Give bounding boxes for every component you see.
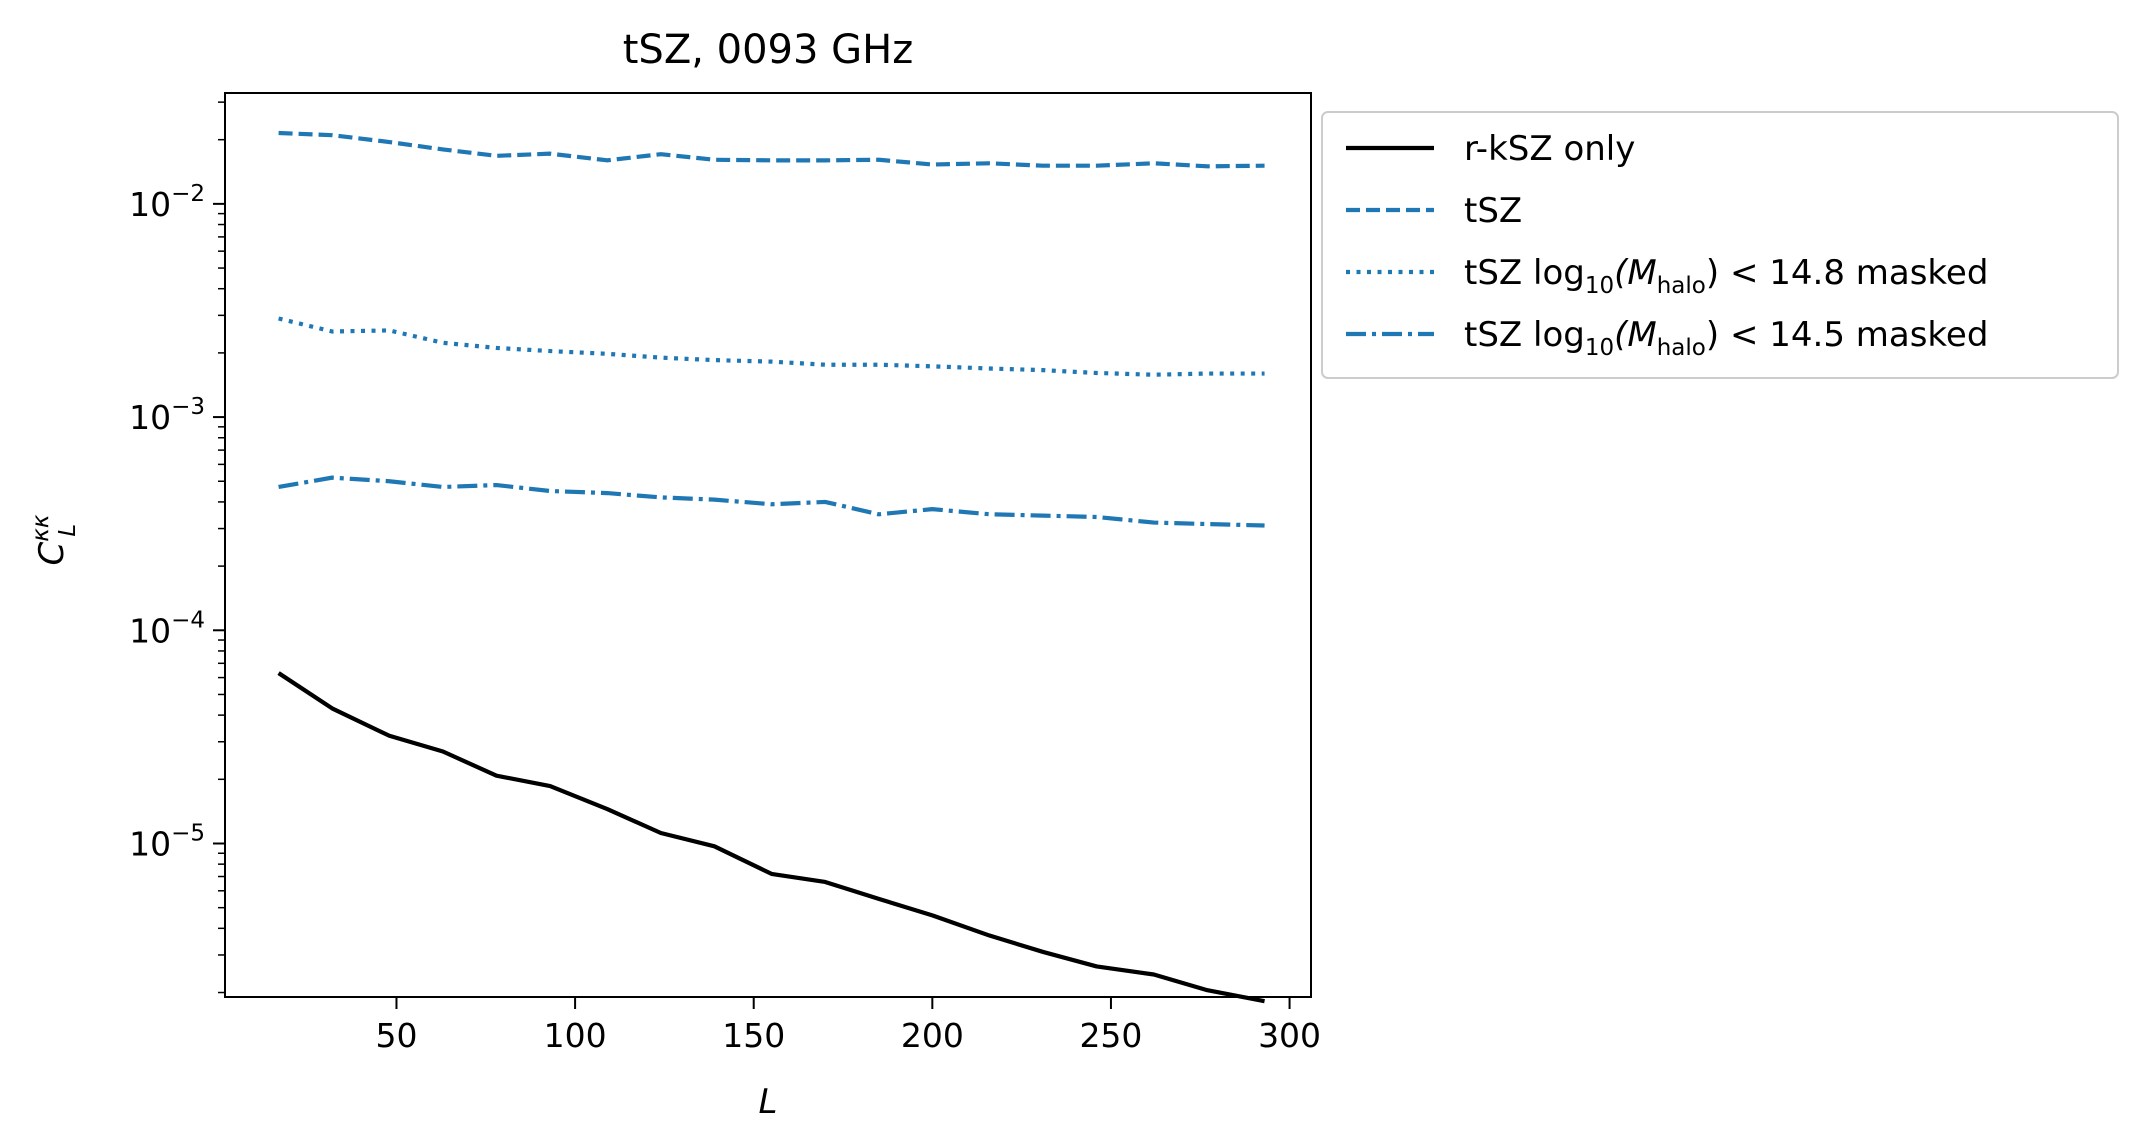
legend-text-mid: (M xyxy=(1614,253,1657,293)
y-tick-label: 10−4 xyxy=(129,607,205,650)
series-line-1 xyxy=(278,130,1265,169)
y-axis-label-sub: L xyxy=(55,524,81,537)
x-axis-label: L xyxy=(759,1082,778,1122)
legend-text-post: ) < 14.5 masked xyxy=(1706,315,1989,355)
legend-label-1: tSZ xyxy=(1464,191,1522,231)
legend-text-sub: 10 xyxy=(1585,335,1614,361)
y-tick-exponent: −3 xyxy=(171,394,205,420)
x-tick-label: 100 xyxy=(544,1016,607,1055)
series-line-3 xyxy=(278,475,1265,528)
series-line-2 xyxy=(278,316,1265,377)
x-tick-label: 50 xyxy=(375,1016,417,1055)
y-tick-base: 10 xyxy=(129,398,171,437)
y-axis: 10−210−310−410−5 xyxy=(129,101,225,994)
legend-text-sub: halo xyxy=(1657,335,1706,361)
legend-box xyxy=(1321,111,2119,379)
y-axis-label-sup: κκ xyxy=(28,514,54,542)
y-tick-exponent: −4 xyxy=(171,607,205,633)
y-tick-label: 10−5 xyxy=(129,820,205,863)
legend-text-post: ) < 14.8 masked xyxy=(1706,253,1989,293)
y-axis-label-base: C xyxy=(32,541,72,565)
legend-label-3: tSZ log10(Mhalo) < 14.5 masked xyxy=(1464,315,1988,361)
chart-title: tSZ, 0093 GHz xyxy=(623,27,914,73)
x-tick-label: 200 xyxy=(901,1016,964,1055)
y-tick-base: 10 xyxy=(129,824,171,863)
legend-text-pre: tSZ log xyxy=(1464,253,1585,293)
y-axis-label: CκκL xyxy=(28,514,81,565)
legend-text-mid: (M xyxy=(1614,315,1657,355)
legend-text-sub: halo xyxy=(1657,273,1706,299)
x-axis: 50 100 150 200 250 300 xyxy=(375,997,1321,1055)
x-tick-label: 300 xyxy=(1258,1016,1321,1055)
y-tick-exponent: −2 xyxy=(171,181,205,207)
y-tick-label: 10−3 xyxy=(129,394,205,437)
x-tick-label: 150 xyxy=(722,1016,785,1055)
x-tick-label: 250 xyxy=(1079,1016,1142,1055)
y-tick-base: 10 xyxy=(129,185,171,224)
y-tick-label: 10−2 xyxy=(129,181,205,224)
plot-area xyxy=(224,92,1312,998)
plot-frame xyxy=(224,92,1312,998)
series-line-0 xyxy=(277,671,1265,1004)
legend-label-0: r-kSZ only xyxy=(1464,129,1635,169)
legend-text-pre: tSZ log xyxy=(1464,315,1585,355)
series-lines xyxy=(277,130,1265,1004)
y-tick-base: 10 xyxy=(129,611,171,650)
y-tick-exponent: −5 xyxy=(171,820,205,846)
legend-label-2: tSZ log10(Mhalo) < 14.8 masked xyxy=(1464,253,1988,299)
legend-text-sub: 10 xyxy=(1585,273,1614,299)
